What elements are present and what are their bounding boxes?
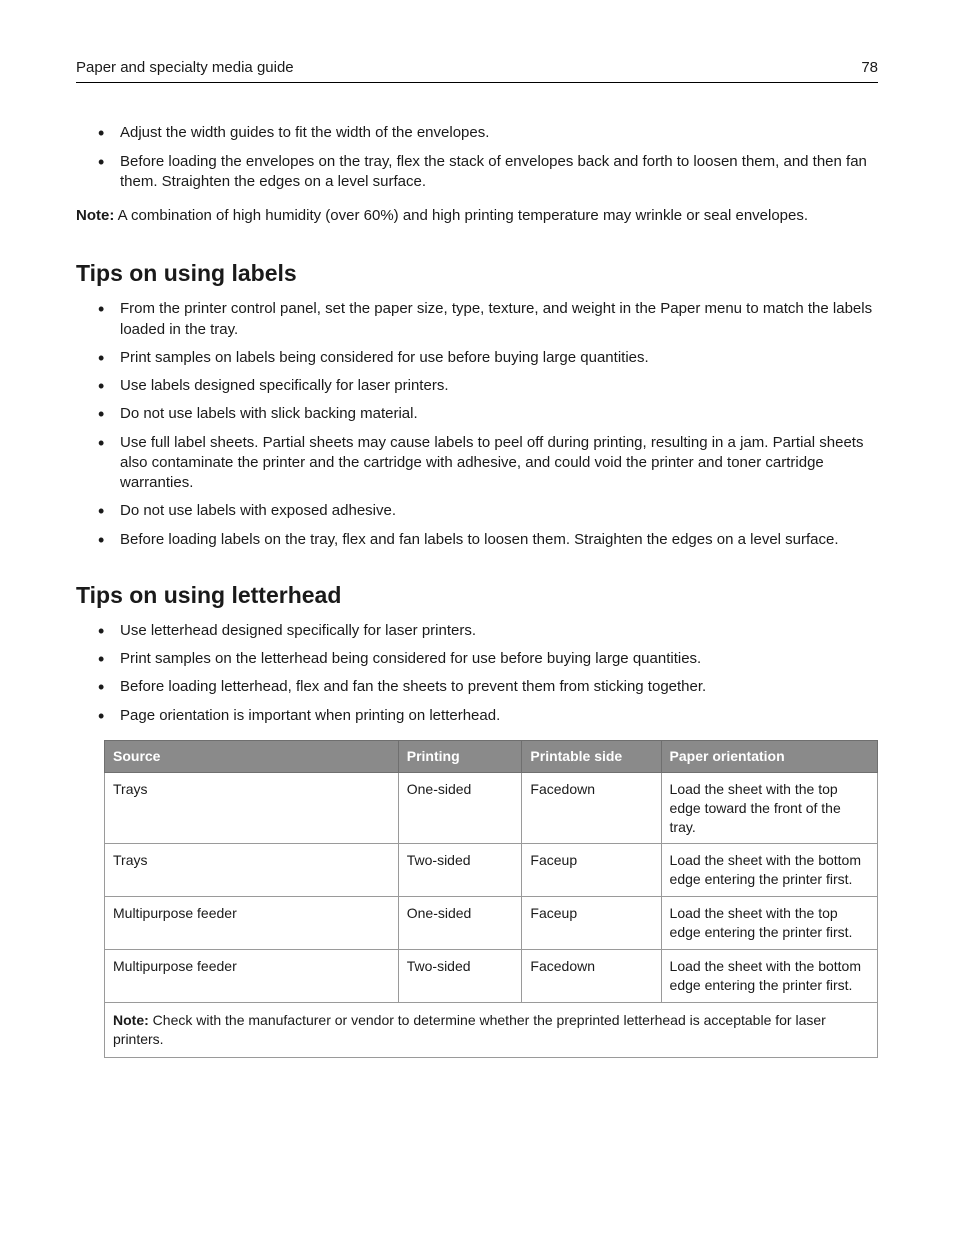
table-cell: Facedown [522,772,661,844]
list-item: Use letterhead designed specifically for… [108,621,878,641]
note-text: A combination of high humidity (over 60%… [114,207,808,224]
table-cell: Multipurpose feeder [105,949,399,1002]
list-item: Print samples on the letterhead being co… [108,649,878,669]
table-cell: Two-sided [398,949,522,1002]
table-row: Trays Two-sided Faceup Load the sheet wi… [105,844,878,897]
table-cell: Facedown [522,949,661,1002]
list-item: Before loading labels on the tray, flex … [108,530,878,550]
letterhead-table: Source Printing Printable side Paper ori… [104,740,878,1058]
table-cell: Faceup [522,844,661,897]
table-cell: One-sided [398,897,522,950]
table-cell: Trays [105,772,399,844]
table-note-row: Note: Check with the manufacturer or ven… [105,1002,878,1057]
list-item: Page orientation is important when print… [108,706,878,726]
note-label: Note: [113,1012,149,1028]
table-cell: Load the sheet with the top edge toward … [661,772,877,844]
table-cell: Multipurpose feeder [105,897,399,950]
list-item: From the printer control panel, set the … [108,299,878,340]
table-cell: One-sided [398,772,522,844]
table-cell: Trays [105,844,399,897]
page-header: Paper and specialty media guide 78 [76,58,878,83]
table-note-cell: Note: Check with the manufacturer or ven… [105,1002,878,1057]
labels-heading: Tips on using labels [76,258,878,289]
letterhead-heading: Tips on using letterhead [76,580,878,611]
header-title: Paper and specialty media guide [76,58,294,78]
letterhead-table-wrap: Source Printing Printable side Paper ori… [104,740,878,1058]
table-cell: Faceup [522,897,661,950]
note-label: Note: [76,207,114,224]
list-item: Use full label sheets. Partial sheets ma… [108,433,878,494]
table-header-row: Source Printing Printable side Paper ori… [105,740,878,772]
col-header-side: Printable side [522,740,661,772]
list-item: Use labels designed specifically for las… [108,376,878,396]
intro-bullet-list: Adjust the width guides to fit the width… [76,123,878,192]
table-cell: Two-sided [398,844,522,897]
list-item: Do not use labels with exposed adhesive. [108,501,878,521]
table-row: Multipurpose feeder Two-sided Facedown L… [105,949,878,1002]
list-item: Do not use labels with slick backing mat… [108,404,878,424]
list-item: Before loading letterhead, flex and fan … [108,677,878,697]
table-row: Trays One-sided Facedown Load the sheet … [105,772,878,844]
list-item: Adjust the width guides to fit the width… [108,123,878,143]
labels-bullet-list: From the printer control panel, set the … [76,299,878,550]
letterhead-bullet-list: Use letterhead designed specifically for… [76,621,878,726]
table-row: Multipurpose feeder One-sided Faceup Loa… [105,897,878,950]
page-number: 78 [861,58,878,78]
col-header-orient: Paper orientation [661,740,877,772]
intro-note: Note: A combination of high humidity (ov… [76,206,878,226]
table-cell: Load the sheet with the bottom edge ente… [661,949,877,1002]
col-header-printing: Printing [398,740,522,772]
list-item: Before loading the envelopes on the tray… [108,152,878,193]
col-header-source: Source [105,740,399,772]
note-text: Check with the manufacturer or vendor to… [113,1012,826,1047]
table-cell: Load the sheet with the bottom edge ente… [661,844,877,897]
list-item: Print samples on labels being considered… [108,348,878,368]
table-cell: Load the sheet with the top edge enterin… [661,897,877,950]
